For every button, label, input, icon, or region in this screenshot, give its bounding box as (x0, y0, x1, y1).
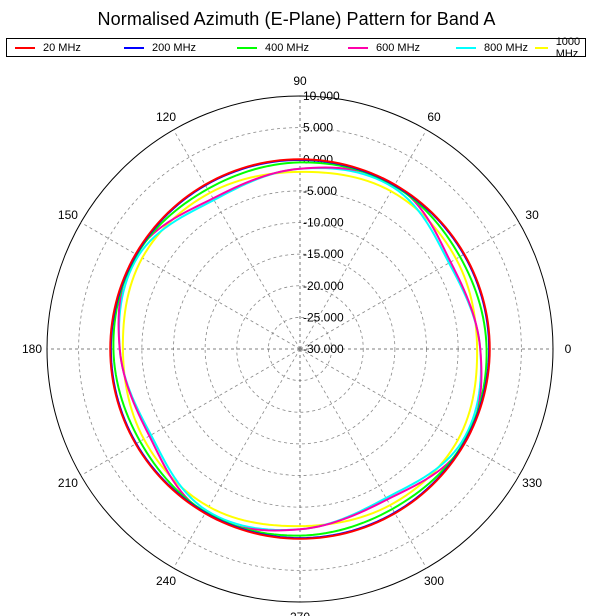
radial-tick-label: -10.000 (303, 216, 344, 230)
radial-tick-label: -15.000 (303, 247, 344, 261)
legend-swatch (124, 46, 144, 49)
legend-swatch (15, 46, 35, 49)
legend-swatch (348, 46, 368, 49)
angle-gridline (299, 129, 427, 350)
angle-tick-label: 30 (525, 208, 539, 222)
legend-item: 20 MHz (15, 39, 81, 56)
angle-tick-label: 90 (293, 74, 307, 88)
angle-tick-label: 0 (565, 342, 572, 356)
radial-tick-label: -25.000 (303, 310, 344, 324)
legend-swatch (456, 46, 476, 49)
radial-tick-label: -20.000 (303, 279, 344, 293)
angle-tick-label: 120 (156, 110, 176, 124)
angle-gridline (173, 129, 301, 350)
angle-tick-label: 330 (522, 476, 542, 490)
legend-swatch (237, 46, 257, 49)
radial-gridline (78, 127, 522, 571)
legend-item: 600 MHz (348, 39, 420, 56)
radial-tick-label: 5.000 (303, 121, 333, 135)
radial-tick-label: -5.000 (303, 184, 337, 198)
series-line (109, 158, 491, 540)
angle-gridline (299, 222, 520, 350)
radial-tick-label: -30.000 (303, 342, 344, 356)
angle-tick-label: 240 (156, 574, 176, 588)
angle-tick-label: 210 (58, 476, 78, 490)
legend-label: 800 MHz (484, 41, 529, 54)
legend-label: 600 MHz (376, 41, 421, 54)
angle-tick-label: 180 (22, 342, 42, 356)
legend-item: 200 MHz (124, 39, 196, 56)
legend: 20 MHz 200 MHz 400 MHz 600 MHz 800 MHz 1000 M… (6, 36, 587, 60)
legend-label: 400 MHz (265, 41, 310, 54)
legend-item: 1000 MHz (535, 36, 587, 60)
legend-label: 1000 MHz (555, 35, 581, 60)
angle-tick-label: 150 (58, 208, 78, 222)
legend-label: 20 MHz (43, 41, 81, 54)
angle-tick-label: 270 (290, 610, 310, 616)
angle-tick-label: 60 (427, 110, 441, 124)
radial-gridline (204, 253, 396, 445)
series-line (121, 170, 479, 528)
radial-gridline (236, 285, 364, 413)
angle-gridline (299, 348, 427, 569)
angle-tick-label: 300 (424, 574, 444, 588)
angle-gridline (173, 348, 301, 569)
radial-tick-label: 10.000 (303, 89, 340, 103)
legend-label: 200 MHz (152, 41, 197, 54)
angle-gridline (80, 222, 301, 350)
legend-item: 400 MHz (237, 39, 309, 56)
angle-gridline (80, 348, 301, 476)
chart-title: Normalised Azimuth (E-Plane) Pattern for… (97, 9, 496, 29)
angle-gridline (299, 348, 520, 476)
legend-swatch (535, 46, 548, 49)
legend-item: 800 MHz (456, 39, 528, 56)
